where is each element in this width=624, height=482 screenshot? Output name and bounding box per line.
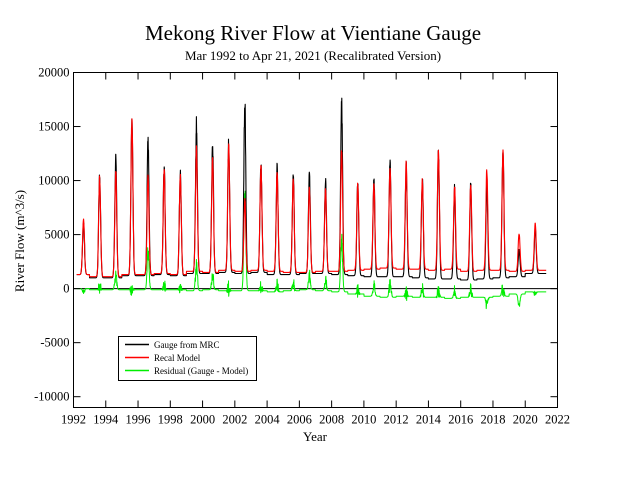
chart-title: Mekong River Flow at Vientiane Gauge	[145, 21, 481, 45]
x-tick-label: 2014	[416, 413, 442, 427]
x-tick-label: 2010	[351, 413, 376, 427]
legend-box	[118, 336, 257, 381]
y-tick-label: 10000	[38, 174, 69, 188]
legend-label-model: Recal Model	[154, 353, 201, 363]
y-tick-label: -5000	[40, 336, 69, 350]
x-tick-label: 1998	[158, 413, 183, 427]
x-tick-label: 1994	[93, 413, 119, 427]
legend-label-gauge: Gauge from MRC	[154, 340, 220, 350]
plot-frame	[73, 72, 558, 408]
axis-ticks: 1992 1994 1996 1998 2000 2002 2004 2006 2008 2010…	[34, 66, 570, 427]
x-tick-label: 2002	[222, 413, 247, 427]
x-tick-label: 2006	[287, 413, 312, 427]
y-tick-label: -10000	[34, 390, 69, 404]
x-tick-label: 2020	[513, 413, 538, 427]
y-tick-label: 0	[63, 282, 69, 296]
y-tick-label: 20000	[38, 66, 69, 80]
x-tick-label: 2016	[448, 413, 473, 427]
series-line-model	[76, 118, 547, 278]
x-tick-label: 2008	[319, 413, 344, 427]
x-axis-label: Year	[303, 429, 328, 444]
legend: Gauge from MRC Recal Model Residual (Gau…	[118, 336, 257, 381]
x-tick-label: 2022	[545, 413, 570, 427]
chart-subtitle: Mar 1992 to Apr 21, 2021 (Recalibrated V…	[185, 48, 441, 63]
y-tick-label: 15000	[38, 120, 69, 134]
plot-lines	[73, 97, 558, 310]
legend-label-residual: Residual (Gauge - Model)	[154, 366, 248, 376]
series-line-residual	[76, 190, 547, 310]
x-tick-label: 2000	[190, 413, 215, 427]
x-tick-label: 2018	[480, 413, 505, 427]
x-tick-label: 2012	[384, 413, 409, 427]
x-tick-label: 1992	[61, 413, 86, 427]
x-tick-label: 2004	[255, 413, 281, 427]
y-axis-label: River Flow (m^3/s)	[12, 190, 27, 292]
x-tick-label: 1996	[126, 413, 151, 427]
y-tick-label: 5000	[45, 228, 70, 242]
